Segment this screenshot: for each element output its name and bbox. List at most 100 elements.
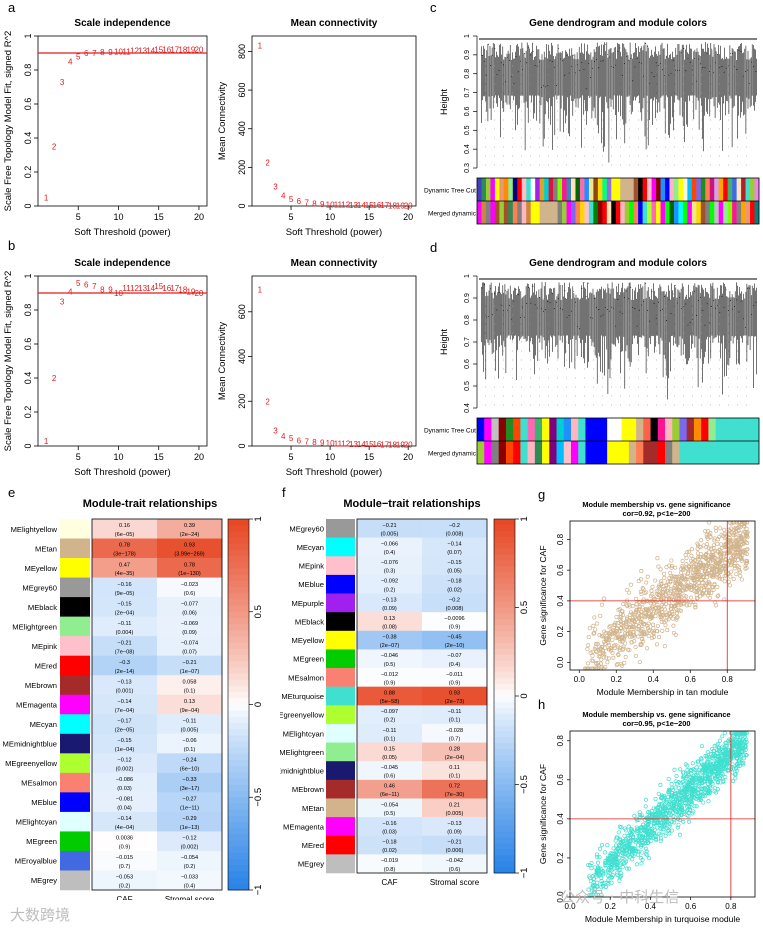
dynamic-tree-cut-segment — [621, 418, 630, 441]
merged-dynamic-segment — [578, 441, 586, 464]
chart-title: Gene dendrogram and module colors — [529, 258, 707, 269]
dynamic-tree-cut-segment — [751, 418, 760, 441]
module-color-swatch — [326, 519, 355, 538]
power-point-label: 10 — [114, 289, 123, 298]
merged-dynamic-segment — [678, 201, 684, 224]
watermark-right: 公众号 · 中科生信 — [560, 888, 680, 906]
dynamic-tree-cut-segment — [520, 418, 528, 441]
dynamic-tree-cut-segment — [477, 418, 485, 441]
dynamic-tree-cut-segment — [578, 418, 586, 441]
merged-dynamic-segment — [513, 441, 521, 464]
legend-gradient-step — [228, 791, 249, 798]
heatmap-cell — [357, 742, 423, 762]
merged-dynamic-segment — [481, 201, 487, 224]
y-tick-label: 0.5 — [464, 381, 471, 391]
merged-dynamic-segment — [624, 201, 630, 224]
power-point-label: 19 — [186, 287, 195, 296]
power-point-label: 16 — [162, 46, 171, 55]
merged-dynamic-segment — [527, 441, 536, 464]
cell-pvalue: (1e−130) — [178, 571, 201, 577]
heatmap-cell — [422, 835, 488, 855]
cell-correlation: −0.11 — [448, 709, 462, 715]
merged-dynamic-segment — [693, 441, 702, 464]
power-point-label: 10 — [326, 200, 335, 209]
merged-dynamic-segment — [556, 441, 565, 464]
cell-correlation: −0.16 — [382, 821, 396, 827]
power-point-label: 11 — [334, 200, 343, 209]
cell-correlation: −0.023 — [181, 582, 198, 588]
panel-label-a: a — [8, 0, 16, 15]
cell-correlation: −0.45 — [447, 635, 461, 641]
plot-frame — [569, 520, 756, 671]
dynamic-tree-cut-segment — [614, 418, 622, 441]
legend-tick-label: −0.5 — [519, 775, 530, 794]
legend-gradient-step — [228, 685, 249, 693]
cell-pvalue: (0.1) — [449, 774, 461, 780]
power-point-label: 11 — [122, 47, 131, 56]
module-label: MEblue — [298, 580, 324, 589]
legend-gradient-step — [494, 784, 515, 791]
heatmap-cell — [157, 558, 223, 578]
y-tick-label: 1 — [23, 33, 33, 38]
y-tick-label: 0.6 — [464, 106, 471, 116]
cell-correlation: −0.074 — [181, 640, 198, 646]
legend-gradient-step — [494, 766, 515, 774]
panel-label-b: b — [8, 238, 16, 253]
module-color-swatch — [326, 630, 355, 650]
dynamic-tree-cut-segment — [730, 418, 738, 441]
dynamic-tree-cut-segment — [494, 178, 500, 201]
cell-correlation: −0.054 — [181, 855, 198, 861]
legend-gradient-step — [228, 747, 249, 755]
legend-gradient-step — [228, 716, 249, 724]
legend-gradient-step — [494, 696, 515, 703]
legend-gradient-step — [494, 837, 515, 844]
legend-gradient-step — [494, 843, 515, 850]
dynamic-tree-cut-segment — [481, 178, 487, 201]
power-point-label: 10 — [326, 439, 335, 448]
dynamic-tree-cut-segment — [701, 418, 709, 441]
cell-correlation: −0.38 — [382, 635, 396, 641]
module-trait-heatmap-e: Module-trait relationships MElightyellow 0… — [3, 498, 264, 900]
y-tick-label: 0 — [23, 203, 33, 208]
heatmap-cell — [357, 519, 423, 538]
cell-pvalue: (0.5) — [384, 662, 396, 668]
merged-dynamic-segment — [512, 201, 518, 224]
legend-gradient-step — [494, 536, 515, 543]
module-color-swatch — [326, 798, 355, 818]
heatmap-cell — [157, 675, 223, 696]
heatmap-cell — [92, 694, 158, 715]
module-label: MEbrown — [292, 785, 324, 794]
module-color-swatch — [326, 835, 355, 855]
dynamic-tree-cut-segment — [553, 178, 558, 201]
heatmap-cell — [357, 723, 423, 743]
x-tick-label: 0.6 — [685, 902, 697, 911]
module-label: MElightgreen — [280, 748, 324, 757]
heatmap-cell — [92, 675, 158, 696]
heatmap-cell — [357, 761, 423, 781]
dynamic-tree-cut-segment — [722, 418, 731, 441]
legend-gradient-step — [228, 605, 249, 613]
cell-correlation: −0.15 — [117, 738, 131, 744]
merged-dynamic-segment — [656, 201, 661, 224]
power-point-label: 9 — [320, 439, 325, 448]
dynamic-tree-cut-segment — [505, 418, 514, 441]
merged-dynamic-segment — [588, 201, 594, 224]
legend-gradient-step — [494, 790, 515, 797]
y-tick-label: 0.4 — [464, 144, 471, 154]
power-point-label: 5 — [76, 279, 81, 288]
watermark-left: 大数跨境 — [10, 906, 71, 924]
merged-dynamic-segment — [650, 441, 659, 464]
cell-pvalue: (6e−10) — [180, 766, 200, 772]
legend-tick-label: −0.5 — [253, 788, 264, 807]
legend-gradient-step — [228, 667, 249, 674]
merged-dynamic-segment — [709, 201, 715, 224]
legend-gradient-step — [228, 599, 249, 606]
module-label: MEpink — [32, 642, 58, 651]
cell-pvalue: (0.008) — [446, 531, 464, 537]
module-label: MEmagenta — [283, 822, 325, 831]
cell-pvalue: (9e−05) — [115, 591, 135, 597]
cell-pvalue: (3.99e−269) — [174, 552, 204, 558]
x-tick-label: 0.8 — [722, 675, 734, 684]
cell-pvalue: (0.07) — [447, 550, 462, 556]
cell-correlation: −0.16 — [117, 582, 131, 588]
